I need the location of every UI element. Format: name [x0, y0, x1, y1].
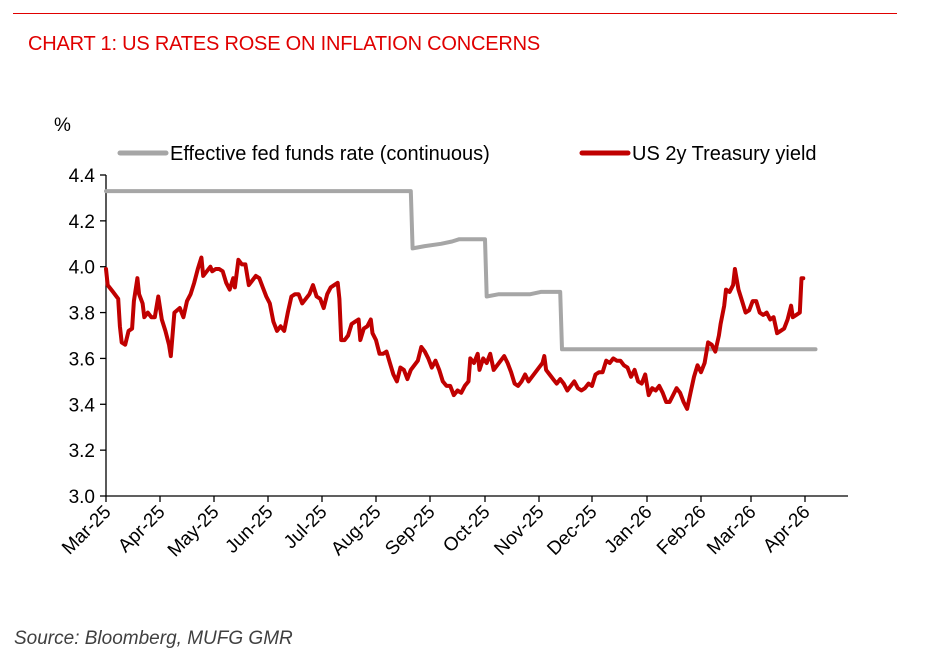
- x-tick-label: Oct-25: [439, 502, 494, 557]
- x-tick-label: Mar-25: [58, 502, 115, 559]
- axes: 3.0 3.2 3.4 3.6 3.8 4.0 4.2 4.4 Mar-25Apr-25May-…: [58, 166, 848, 561]
- y-tick-label: 4.0: [69, 258, 95, 279]
- x-tick-label: Mar-26: [703, 502, 760, 559]
- legend: Effective fed funds rate (continuous) US…: [117, 143, 817, 165]
- x-tick-label: Apr-26: [759, 502, 814, 557]
- y-tick-label: 4.4: [69, 166, 96, 187]
- x-tick-label: Jul-25: [280, 502, 331, 553]
- x-tick-label: Sep-25: [381, 502, 439, 560]
- y-tick-label: 4.2: [69, 212, 95, 233]
- fed-funds-line: [104, 189, 818, 352]
- y-tick-label: 3.8: [69, 304, 95, 325]
- x-tick-label: Apr-25: [114, 502, 169, 557]
- treasury-2y-line: [104, 255, 806, 411]
- x-tick-label: Jun-25: [222, 502, 278, 558]
- x-tick-label: Nov-25: [490, 502, 548, 560]
- top-rule: [13, 13, 897, 14]
- legend-label-fed-funds: Effective fed funds rate (continuous): [170, 143, 490, 165]
- x-tick-label: Dec-25: [543, 502, 601, 560]
- x-tick-label: May-25: [164, 502, 224, 562]
- y-tick-label: 3.4: [69, 395, 96, 416]
- y-tick-label: 3.0: [69, 487, 95, 508]
- y-axis-unit-label: %: [54, 115, 71, 136]
- x-tick-label: Aug-25: [327, 502, 385, 560]
- legend-label-treasury: US 2y Treasury yield: [632, 143, 817, 165]
- chart-title: CHART 1: US RATES ROSE ON INFLATION CONC…: [28, 33, 541, 55]
- series-layer: [104, 189, 818, 411]
- x-tick-label: Jan-26: [601, 502, 657, 558]
- y-tick-label: 3.6: [69, 349, 95, 370]
- source-note: Source: Bloomberg, MUFG GMR: [14, 628, 293, 649]
- y-tick-label: 3.2: [69, 441, 95, 462]
- x-tick-label: Feb-26: [653, 502, 710, 559]
